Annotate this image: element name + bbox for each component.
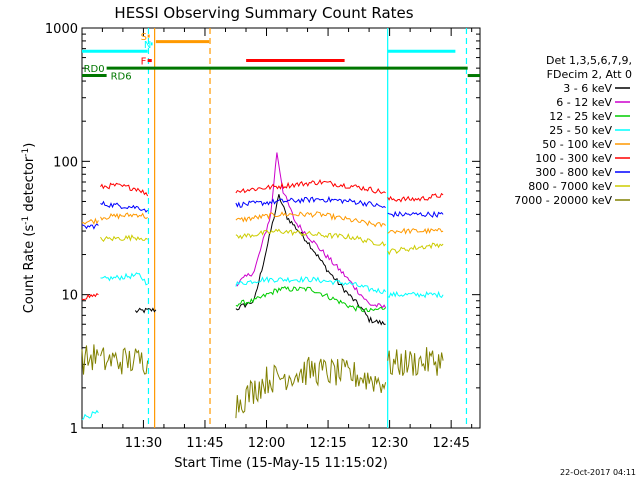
y-axis-label-part: -1 bbox=[21, 216, 31, 225]
x-tick-label: 12:30 bbox=[371, 436, 408, 451]
series-line bbox=[100, 272, 148, 286]
chart-title: HESSI Observing Summary Count Rates bbox=[114, 4, 413, 22]
x-tick-label: 12:15 bbox=[309, 436, 346, 451]
legend-entry: 12 - 25 keV bbox=[549, 110, 612, 123]
series-line bbox=[81, 344, 99, 375]
y-axis-label: Count Rate (s-1 detector-1) bbox=[21, 143, 37, 314]
y-tick-label: 1 bbox=[70, 422, 78, 437]
x-axis-label: Start Time (15-May-15 11:15:02) bbox=[174, 456, 388, 471]
series-line bbox=[81, 409, 99, 421]
x-tick-label: 11:30 bbox=[125, 436, 162, 451]
series-line bbox=[235, 152, 387, 309]
legend-entry: 3 - 6 keV bbox=[563, 82, 612, 95]
series-line bbox=[387, 290, 444, 299]
legend-entry: 7000 - 20000 keV bbox=[514, 194, 612, 207]
legend-entry: 300 - 800 keV bbox=[535, 166, 612, 179]
series-line bbox=[81, 292, 99, 301]
x-tick-label: 12:45 bbox=[432, 436, 469, 451]
series-line bbox=[81, 217, 99, 225]
series-line bbox=[100, 234, 148, 243]
series-line bbox=[387, 227, 444, 235]
flag-label: F bbox=[141, 57, 147, 68]
y-axis-label-part: Count Rate (s bbox=[22, 225, 37, 314]
legend-header: FDecim 2, Att 0 bbox=[547, 68, 632, 81]
series-line bbox=[235, 285, 386, 313]
series-line bbox=[100, 182, 149, 197]
series-line bbox=[235, 275, 387, 294]
y-tick-label: 1000 bbox=[45, 22, 78, 37]
flag-label: S bbox=[141, 32, 147, 43]
legend-header: Det 1,3,5,6,7,9, bbox=[546, 54, 632, 67]
y-axis-label-part: ) bbox=[22, 143, 37, 148]
series-line bbox=[387, 192, 444, 203]
series-line bbox=[235, 356, 387, 419]
series-line bbox=[387, 347, 444, 376]
series-line bbox=[235, 179, 386, 195]
series-line bbox=[235, 211, 386, 228]
legend-entry: 50 - 100 keV bbox=[542, 138, 612, 151]
series-line bbox=[100, 200, 148, 213]
series-line bbox=[100, 212, 148, 221]
series-line bbox=[387, 242, 444, 256]
series-line bbox=[81, 223, 99, 230]
plot-frame bbox=[81, 27, 481, 429]
legend-entry: 25 - 50 keV bbox=[549, 124, 612, 137]
series-line bbox=[387, 210, 444, 218]
y-tick-label: 100 bbox=[53, 155, 78, 170]
flag-label: N bbox=[144, 40, 151, 51]
series-line bbox=[100, 347, 149, 375]
series-line bbox=[134, 307, 157, 314]
series-line bbox=[235, 195, 386, 209]
flag-label: RD6 bbox=[111, 72, 132, 83]
footer-date: 22-Oct-2017 04:11 bbox=[560, 468, 636, 477]
y-axis-label-part: -1 bbox=[21, 148, 31, 157]
series-line bbox=[235, 228, 386, 247]
y-tick-label: 10 bbox=[61, 289, 78, 304]
legend-entry: 100 - 300 keV bbox=[535, 152, 612, 165]
x-tick-label: 12:00 bbox=[248, 436, 285, 451]
legend-entry: 6 - 12 keV bbox=[556, 96, 612, 109]
y-axis-label-part: detector bbox=[22, 156, 37, 216]
x-tick-label: 11:45 bbox=[186, 436, 223, 451]
flag-label: RD0 bbox=[84, 64, 105, 75]
legend-entry: 800 - 7000 keV bbox=[528, 180, 612, 193]
